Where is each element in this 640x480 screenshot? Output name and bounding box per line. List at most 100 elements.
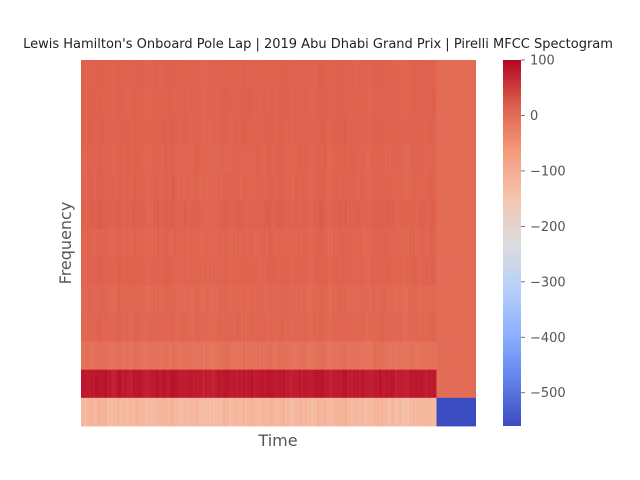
heatmap-cell (187, 200, 190, 230)
heatmap-cell (411, 200, 414, 230)
heatmap-cell (129, 172, 132, 202)
heatmap-cell (217, 116, 220, 145)
heatmap-cell (177, 144, 180, 174)
heatmap-cell (215, 369, 218, 399)
heatmap-cell (273, 200, 276, 230)
heatmap-cell (267, 172, 270, 202)
heatmap-cell (323, 200, 326, 230)
heatmap-cell (379, 397, 382, 427)
heatmap-cell (209, 257, 212, 286)
heatmap-cell (207, 397, 210, 427)
heatmap-cell (357, 116, 360, 145)
heatmap-cell (401, 257, 404, 286)
heatmap-cell (93, 285, 96, 314)
heatmap-cell (385, 88, 388, 117)
heatmap-cell (95, 369, 98, 399)
heatmap-cell (335, 88, 338, 117)
heatmap-cell (365, 228, 368, 258)
heatmap-cell (321, 88, 324, 117)
heatmap-cell (93, 397, 96, 427)
heatmap-cell (317, 144, 320, 174)
heatmap-cell (417, 369, 420, 399)
heatmap-cell (435, 172, 437, 202)
heatmap-cell (315, 88, 318, 117)
heatmap-cell (425, 313, 428, 342)
heatmap-cell (277, 313, 280, 342)
heatmap-cell (211, 228, 214, 258)
heatmap-cell (361, 228, 364, 258)
heatmap-cell (365, 341, 368, 371)
heatmap-cell (117, 397, 120, 427)
heatmap-cell (311, 116, 314, 145)
heatmap-cell (269, 285, 272, 314)
heatmap-cell (179, 116, 182, 145)
heatmap-cell (127, 285, 130, 314)
heatmap-cell (333, 397, 336, 427)
heatmap-cell (307, 397, 310, 427)
heatmap-cell (371, 60, 374, 89)
heatmap-cell (327, 257, 330, 286)
heatmap-cell (431, 228, 434, 258)
heatmap-padding-cell (436, 172, 476, 202)
heatmap-cell (391, 172, 394, 202)
heatmap-cell (227, 369, 230, 399)
heatmap-cell (379, 172, 382, 202)
heatmap-cell (349, 313, 352, 342)
heatmap-cell (217, 144, 220, 174)
heatmap-cell (421, 341, 424, 371)
heatmap-cell (143, 397, 146, 427)
heatmap-cell (327, 60, 330, 89)
heatmap-cell (385, 60, 388, 89)
heatmap-cell (269, 397, 272, 427)
heatmap-cell (395, 172, 398, 202)
heatmap-cell (183, 116, 186, 145)
heatmap-cell (209, 172, 212, 202)
heatmap-cell (433, 341, 436, 371)
heatmap-cell (425, 60, 428, 89)
heatmap-cell (271, 397, 274, 427)
heatmap-cell (173, 313, 176, 342)
heatmap-cell (87, 228, 90, 258)
heatmap-cell (99, 200, 102, 230)
heatmap-cell (293, 172, 296, 202)
heatmap-cell (167, 144, 170, 174)
heatmap-cell (391, 144, 394, 174)
heatmap-cell (331, 228, 334, 258)
heatmap-cell (343, 144, 346, 174)
heatmap-cell (309, 313, 312, 342)
heatmap-cell (381, 369, 384, 399)
heatmap-cell (379, 88, 382, 117)
heatmap-cell (305, 172, 308, 202)
heatmap-cell (405, 369, 408, 399)
heatmap-cell (325, 285, 328, 314)
heatmap-cell (365, 369, 368, 399)
heatmap-cell (227, 257, 230, 286)
heatmap-cell (167, 397, 170, 427)
heatmap-cell (173, 369, 176, 399)
heatmap-cell (185, 397, 188, 427)
heatmap-cell (317, 341, 320, 371)
heatmap-cell (265, 313, 268, 342)
heatmap-cell (339, 172, 342, 202)
heatmap-cell (275, 200, 278, 230)
heatmap-cell (259, 88, 262, 117)
heatmap-cell (273, 144, 276, 174)
heatmap-cell (173, 228, 176, 258)
heatmap-cell (151, 88, 154, 117)
heatmap-cell (217, 285, 220, 314)
heatmap-cell (341, 200, 344, 230)
heatmap-cell (337, 116, 340, 145)
heatmap-cell (175, 60, 178, 89)
heatmap-cell (107, 257, 110, 286)
heatmap-cell (335, 116, 338, 145)
heatmap-cell (153, 313, 156, 342)
heatmap-cell (317, 228, 320, 258)
heatmap-cell (307, 341, 310, 371)
heatmap-cell (309, 285, 312, 314)
heatmap-padding-cell (436, 313, 476, 342)
heatmap-cell (197, 285, 200, 314)
heatmap-cell (283, 172, 286, 202)
heatmap-cell (333, 313, 336, 342)
heatmap-cell (245, 257, 248, 286)
heatmap-cell (391, 397, 394, 427)
